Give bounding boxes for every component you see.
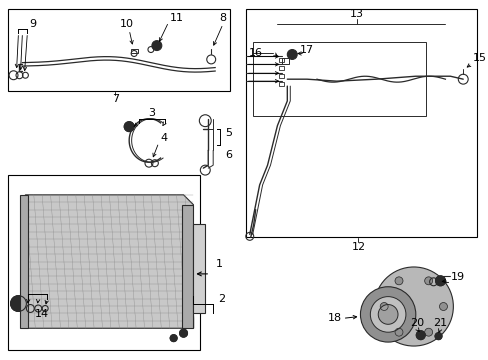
Text: 20: 20	[409, 318, 423, 328]
Text: 17: 17	[300, 45, 313, 54]
Text: 13: 13	[349, 9, 363, 19]
Text: 1: 1	[216, 259, 223, 269]
Bar	[131, 49, 138, 54]
Text: 2: 2	[218, 294, 225, 303]
Text: 12: 12	[351, 242, 365, 252]
Circle shape	[439, 302, 447, 310]
Circle shape	[380, 302, 387, 310]
Circle shape	[435, 276, 445, 286]
Text: 14: 14	[35, 309, 49, 319]
Text: 15: 15	[472, 53, 486, 63]
Circle shape	[415, 331, 425, 339]
Bar	[279, 58, 284, 62]
Circle shape	[394, 277, 402, 285]
Bar	[279, 66, 284, 70]
Circle shape	[373, 267, 452, 346]
Circle shape	[360, 287, 415, 342]
Polygon shape	[25, 195, 193, 328]
Text: 10: 10	[120, 19, 134, 29]
Circle shape	[179, 329, 187, 337]
Bar	[252, 42, 425, 116]
Circle shape	[170, 335, 177, 342]
Circle shape	[11, 296, 26, 311]
Bar	[193, 225, 205, 314]
Bar	[279, 74, 284, 78]
Bar	[282, 58, 289, 64]
Text: 3: 3	[148, 108, 155, 118]
Bar	[8, 175, 200, 350]
Text: 5: 5	[224, 127, 232, 138]
Bar	[245, 9, 476, 237]
Text: 18: 18	[327, 313, 341, 323]
Text: 7: 7	[112, 94, 119, 104]
Bar	[8, 9, 229, 91]
Circle shape	[394, 328, 402, 336]
Circle shape	[369, 297, 405, 332]
Text: 8: 8	[219, 13, 226, 23]
Circle shape	[424, 277, 432, 285]
Circle shape	[287, 50, 297, 59]
Circle shape	[124, 122, 134, 131]
Circle shape	[378, 305, 397, 324]
Circle shape	[424, 328, 432, 336]
Text: 4: 4	[161, 134, 167, 144]
Circle shape	[152, 41, 162, 50]
Text: 16: 16	[248, 49, 262, 58]
Text: 6: 6	[224, 150, 232, 160]
Circle shape	[434, 333, 441, 339]
Text: 21: 21	[432, 318, 447, 328]
Bar	[279, 82, 284, 86]
Text: 19: 19	[449, 272, 464, 282]
Bar	[20, 195, 28, 328]
Text: 11: 11	[169, 13, 183, 23]
Bar	[181, 205, 193, 328]
Text: 9: 9	[30, 19, 37, 29]
